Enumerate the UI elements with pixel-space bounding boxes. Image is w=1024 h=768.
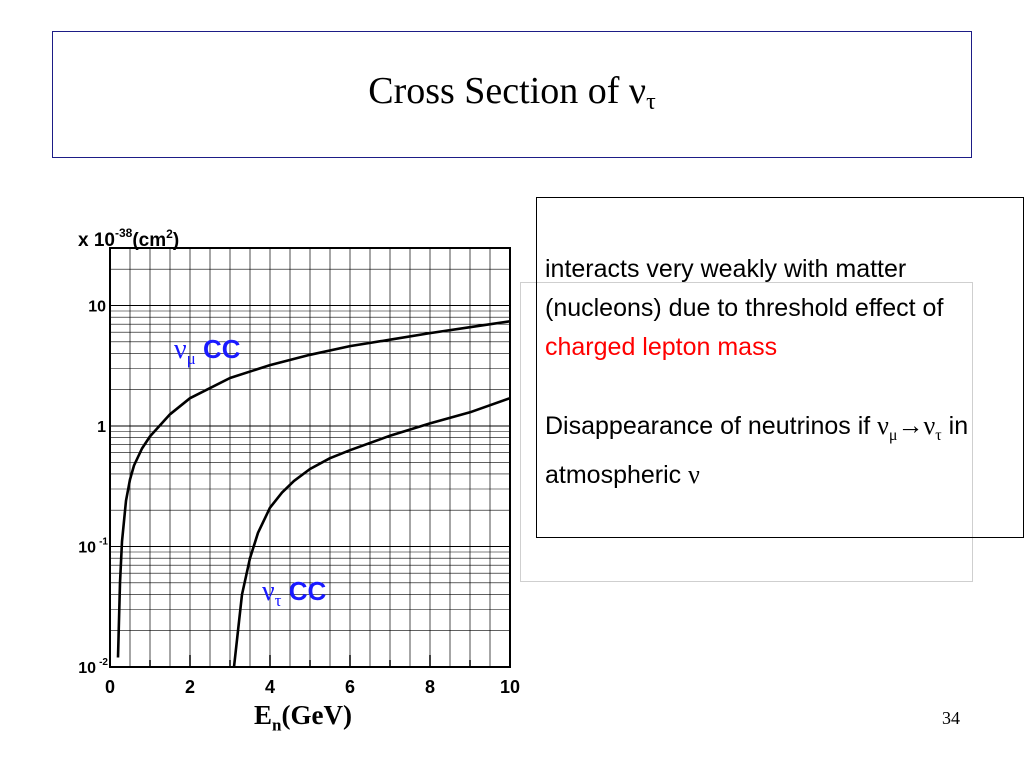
slide-title-sub: τ [646, 89, 656, 115]
x-axis-label: En(GeV) [254, 700, 352, 735]
faint-frame [520, 282, 973, 582]
y-tick-label: 10 [78, 539, 96, 556]
note-line-2a: Disappearance of neutrinos if [545, 412, 878, 440]
page-number: 34 [942, 708, 960, 728]
y-tick-label: 10 [88, 298, 106, 315]
y-tick-label: 10 [78, 660, 96, 677]
x-tick-label: 2 [185, 677, 195, 697]
numu-cc-label: νμ CC [174, 334, 241, 369]
x-tick-label: 6 [345, 677, 355, 697]
note-line-2b: in atmospheric [545, 412, 969, 490]
note-paragraph-1: interacts very weakly with matter (nucle… [545, 250, 1015, 367]
y-tick-exponent: -2 [99, 657, 108, 668]
numu-cc-curve [116, 320, 511, 658]
note-paragraph-2: Disappearance of neutrinos if νμ→ντ in a… [545, 406, 1015, 495]
nutau-cc-label: ντ CC [262, 576, 327, 611]
x-tick-label: 0 [105, 677, 115, 697]
y-tick-exponent: -1 [99, 536, 108, 547]
note-line-1: interacts very weakly with matter (nucle… [545, 255, 944, 322]
arrow-symbol: → [897, 411, 924, 440]
nu-end-symbol: ν [688, 460, 700, 490]
slide-title: Cross Section of ντ [0, 72, 1024, 114]
y-axis-label: x 10-38(cm2) [78, 226, 179, 251]
x-tick-label: 10 [500, 677, 520, 697]
slide-title-main: Cross Section of ν [368, 70, 647, 112]
x-tick-label: 4 [265, 677, 275, 697]
chart-ticks [109, 655, 511, 667]
x-tick-label: 8 [425, 677, 435, 697]
title-box [52, 31, 972, 158]
nu-tau-symbol: ντ [923, 411, 942, 445]
note-text: interacts very weakly with matter (nucle… [545, 250, 1015, 495]
note-highlight: charged lepton mass [545, 333, 778, 361]
y-tick-label: 1 [97, 419, 106, 436]
nu-mu-symbol: νμ [877, 411, 898, 445]
chart-curves [116, 320, 511, 668]
nutau-cc-curve [232, 396, 511, 668]
